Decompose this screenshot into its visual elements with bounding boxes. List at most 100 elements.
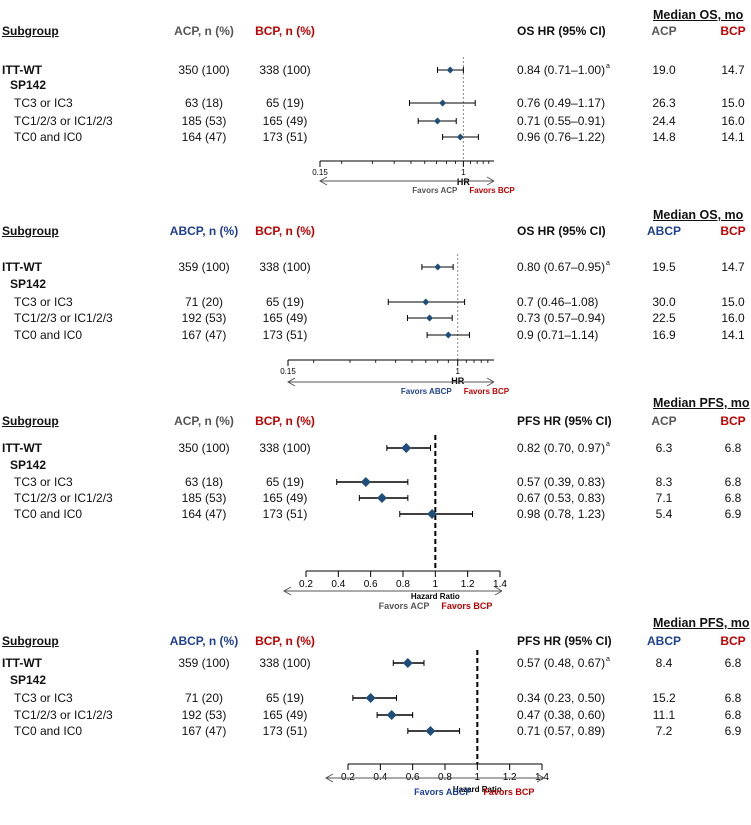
hr-point bbox=[402, 658, 413, 668]
median-header: Median PFS, mo bbox=[653, 616, 750, 630]
x-axis-label: HR bbox=[457, 177, 470, 187]
arm1-n: 63 (18) bbox=[184, 96, 224, 110]
hr-ci-text: 0.76 (0.49–1.17) bbox=[517, 96, 606, 110]
favors-left-label: Favors ACP bbox=[412, 186, 458, 195]
favors-left-label: Favors ABCP bbox=[401, 387, 452, 396]
x-tick-label: 0.15 bbox=[312, 168, 328, 177]
hr-ci-text: 0.9 (0.71–1.14) bbox=[517, 328, 599, 342]
arm1-n: 71 (20) bbox=[184, 295, 224, 309]
hr-point bbox=[433, 117, 441, 125]
row-label: TC1/2/3 or IC1/2/3 bbox=[14, 491, 113, 505]
arm2-n: 338 (100) bbox=[259, 656, 311, 670]
median-arm1: 7.1 bbox=[655, 491, 673, 505]
hr-header: PFS HR (95% CI) bbox=[517, 414, 612, 428]
arm2-n: 65 (19) bbox=[265, 295, 305, 309]
median-arm2: 6.9 bbox=[724, 724, 742, 738]
arm2-n: 165 (49) bbox=[262, 311, 308, 325]
hr-point bbox=[444, 331, 452, 339]
median-arm1: 16.9 bbox=[652, 328, 676, 342]
median-arm1: 7.2 bbox=[655, 724, 673, 738]
arm1-n-header: ABCP, n (%) bbox=[169, 224, 239, 238]
favors-right-label: Favors BCP bbox=[441, 601, 492, 611]
forest-panel-2: Subgroup ABCP, n (%) BCP, n (%) OS HR (95% … bbox=[0, 200, 751, 415]
row-label: TC3 or IC3 bbox=[14, 295, 73, 309]
favors-right-label: Favors BCP bbox=[464, 387, 510, 396]
arm2-n: 165 (49) bbox=[262, 491, 308, 505]
arm2-n: 173 (51) bbox=[262, 724, 308, 738]
median-arm1: 19.5 bbox=[652, 260, 676, 274]
x-axis-label: Hazard Ratio bbox=[411, 592, 460, 601]
median-arm1: 11.1 bbox=[652, 708, 676, 722]
hr-ci-text: 0.80 (0.67–0.95) bbox=[517, 260, 606, 274]
hr-ci-text: 0.71 (0.55–0.91) bbox=[517, 114, 606, 128]
hr-point bbox=[360, 477, 371, 487]
arm2-n-header: BCP, n (%) bbox=[255, 634, 315, 648]
subgroup-header: Subgroup bbox=[2, 414, 59, 428]
arm1-n: 71 (20) bbox=[184, 691, 224, 705]
median-arm1-header: ACP bbox=[651, 414, 677, 428]
median-arm2: 15.0 bbox=[721, 295, 745, 309]
arm2-n-header: BCP, n (%) bbox=[255, 414, 315, 428]
x-tick-label: 1 bbox=[455, 367, 460, 376]
arrow-left-icon bbox=[286, 377, 296, 387]
median-arm2: 6.8 bbox=[724, 691, 742, 705]
hr-ci-text: 0.34 (0.23, 0.50) bbox=[517, 691, 606, 705]
hr-ci-text: 0.98 (0.78, 1.23) bbox=[517, 507, 606, 521]
hr-ci-text: 0.57 (0.39, 0.83) bbox=[517, 475, 606, 489]
footnote-marker: a bbox=[606, 260, 610, 267]
footnote-marker: a bbox=[606, 656, 610, 663]
arrow-right-icon bbox=[486, 377, 495, 387]
hr-header: OS HR (95% CI) bbox=[517, 224, 606, 238]
favors-right-label: Favors BCP bbox=[469, 186, 515, 195]
arrow-right-icon bbox=[494, 586, 503, 596]
arm2-n: 65 (19) bbox=[265, 96, 305, 110]
row-label: ITT-WT bbox=[2, 260, 42, 274]
hr-header: OS HR (95% CI) bbox=[517, 24, 606, 38]
median-arm2: 6.8 bbox=[724, 441, 742, 455]
row-label: TC0 and IC0 bbox=[14, 130, 83, 144]
median-arm2: 14.7 bbox=[721, 260, 745, 274]
median-header: Median OS, mo bbox=[653, 208, 744, 222]
x-tick-label: 0.2 bbox=[299, 579, 313, 590]
hr-point bbox=[427, 509, 438, 519]
median-arm2: 6.8 bbox=[724, 491, 742, 505]
forest-panel-1: Subgroup ACP, n (%) BCP, n (%) OS HR (95% C… bbox=[0, 0, 751, 215]
hr-point bbox=[426, 314, 434, 322]
footnote-marker: a bbox=[606, 63, 610, 70]
arm1-n: 350 (100) bbox=[178, 63, 230, 77]
x-axis-label: Hazard Ratio bbox=[453, 785, 502, 794]
arm2-n: 173 (51) bbox=[262, 328, 308, 342]
arm2-n: 173 (51) bbox=[262, 507, 308, 521]
median-arm2: 6.8 bbox=[724, 475, 742, 489]
median-arm1: 14.8 bbox=[652, 130, 676, 144]
arm1-n-header: ACP, n (%) bbox=[174, 24, 234, 38]
favors-left-label: Favors ABCP bbox=[414, 787, 471, 797]
x-tick-label: 0.8 bbox=[396, 579, 410, 590]
median-arm2-header: BCP bbox=[720, 24, 746, 38]
arm2-n-header: BCP, n (%) bbox=[255, 24, 315, 38]
hr-point bbox=[365, 693, 376, 703]
arm2-n: 65 (19) bbox=[265, 691, 305, 705]
arm1-n: 185 (53) bbox=[181, 114, 227, 128]
hr-point bbox=[425, 726, 436, 736]
arm2-n: 338 (100) bbox=[259, 441, 311, 455]
x-axis-label: HR bbox=[451, 376, 464, 386]
x-tick-label: 1 bbox=[433, 579, 439, 590]
median-arm1: 30.0 bbox=[652, 295, 676, 309]
arm1-n-header: ACP, n (%) bbox=[174, 414, 234, 428]
arm2-n: 338 (100) bbox=[259, 63, 311, 77]
median-arm1: 8.4 bbox=[655, 656, 673, 670]
median-arm1: 19.0 bbox=[652, 63, 676, 77]
arm1-n: 167 (47) bbox=[181, 724, 227, 738]
arm1-n: 167 (47) bbox=[181, 328, 227, 342]
hr-ci-text: 0.71 (0.57, 0.89) bbox=[517, 724, 606, 738]
median-arm1: 5.4 bbox=[655, 507, 673, 521]
x-tick-label: 0.6 bbox=[364, 579, 378, 590]
row-label: TC3 or IC3 bbox=[14, 96, 73, 110]
hr-point bbox=[401, 443, 412, 453]
subgroup-header: Subgroup bbox=[2, 24, 59, 38]
arm2-n: 65 (19) bbox=[265, 475, 305, 489]
